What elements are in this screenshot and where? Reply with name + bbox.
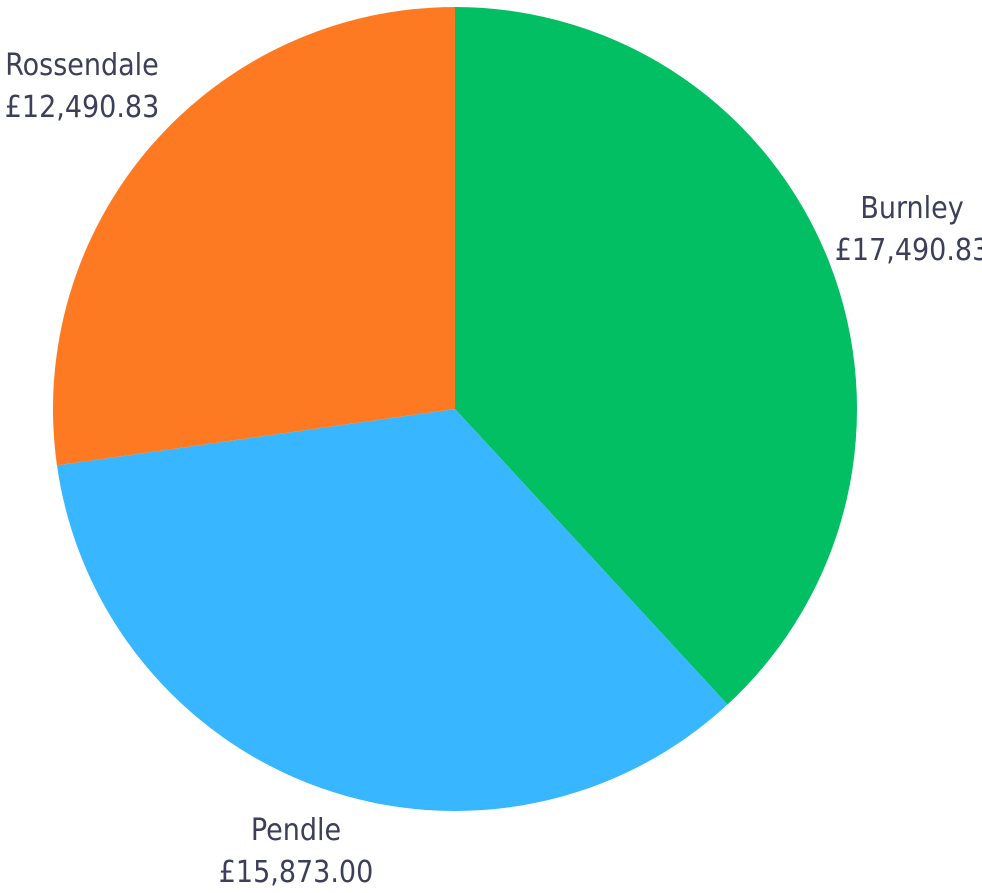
pie-slice-burnley <box>455 7 858 705</box>
slice-category-label: Rossendale <box>5 48 159 83</box>
slice-label-rossendale: Rossendale £12,490.83 <box>5 48 159 125</box>
slice-category-label: Burnley <box>860 191 963 226</box>
slice-value-label: £17,490.83 <box>835 233 982 268</box>
pie-slice-pendle <box>56 409 728 811</box>
slice-label-burnley: Burnley £17,490.83 <box>835 191 982 268</box>
pie-slice-rossendale <box>53 7 455 466</box>
slice-value-label: £15,873.00 <box>219 855 373 890</box>
slice-category-label: Pendle <box>251 813 341 848</box>
pie-slices <box>53 7 858 811</box>
slice-labels: Burnley £17,490.83 Pendle £15,873.00 Rossend… <box>5 48 982 890</box>
slice-value-label: £12,490.83 <box>5 90 159 125</box>
slice-label-pendle: Pendle £15,873.00 <box>219 813 373 890</box>
